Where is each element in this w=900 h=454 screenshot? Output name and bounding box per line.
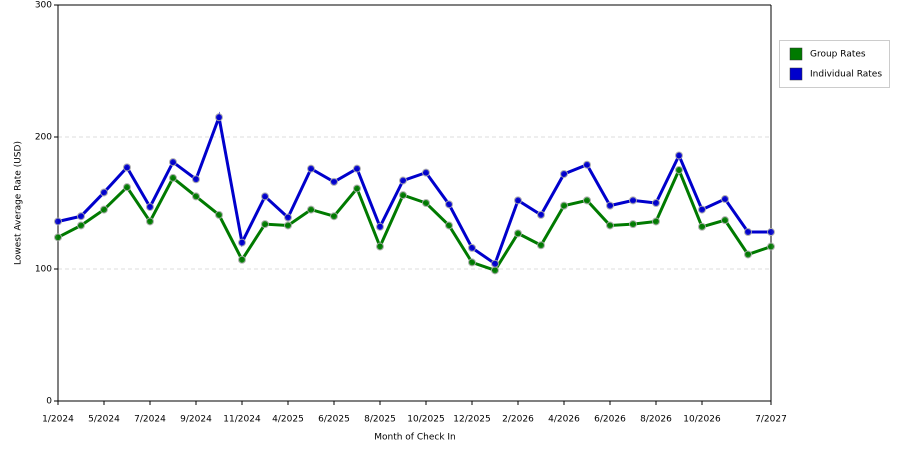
point [583, 196, 591, 205]
x-tick-label: 2/2026 [502, 415, 534, 425]
point [123, 163, 131, 172]
y-tick-label: 0 [46, 397, 52, 407]
point [606, 201, 614, 210]
point [192, 192, 200, 201]
point [698, 205, 706, 214]
x-tick-label: 6/2025 [318, 415, 350, 425]
point [422, 199, 430, 207]
x-tick-label: 8/2026 [640, 415, 672, 425]
point [514, 229, 522, 238]
point [468, 258, 476, 267]
point [238, 255, 246, 264]
point [54, 233, 62, 242]
x-tick-label: 12/2025 [453, 415, 490, 425]
point [491, 266, 499, 275]
x-tick-label: 4/2025 [272, 415, 304, 425]
point [330, 177, 338, 186]
point [537, 241, 545, 250]
legend-swatch [789, 67, 803, 81]
x-tick-label: 1/2024 [42, 415, 74, 425]
x-tick-label: 11/2024 [223, 415, 261, 425]
point [606, 221, 614, 230]
point [445, 221, 453, 230]
point [399, 176, 407, 185]
point [560, 201, 568, 210]
point [445, 200, 453, 209]
y-tick-label: 200 [35, 133, 52, 143]
point [468, 243, 476, 252]
point [721, 216, 729, 225]
point [514, 196, 522, 205]
legend-label: Group Rates [810, 50, 866, 60]
point [123, 183, 131, 192]
point [698, 222, 706, 231]
point [77, 221, 85, 230]
x-tick-label: 7/2024 [134, 415, 166, 425]
point [652, 217, 660, 226]
point [629, 196, 637, 205]
point [422, 168, 430, 177]
point [675, 151, 683, 160]
point [77, 212, 85, 221]
legend-swatch [789, 47, 803, 61]
point [307, 205, 315, 214]
point [744, 228, 752, 237]
point [100, 205, 108, 214]
point [767, 228, 775, 237]
point [54, 217, 62, 226]
x-tick-label: 10/2025 [407, 415, 444, 425]
point [330, 212, 338, 221]
point [215, 113, 223, 122]
y-axis-label: Lowest Average Rate (USD) [14, 141, 24, 265]
x-tick-label: 4/2026 [548, 415, 580, 425]
point [284, 213, 292, 222]
x-tick-label: 5/2024 [88, 415, 120, 425]
point [307, 164, 315, 173]
point [169, 173, 177, 182]
point [192, 175, 200, 184]
y-tick-label: 300 [35, 1, 52, 11]
legend-label: Individual Rates [810, 70, 882, 80]
point [629, 220, 637, 229]
x-axis-label: Month of Check In [374, 433, 456, 443]
x-tick-label: 10/2026 [683, 415, 721, 425]
point [353, 184, 361, 193]
point [169, 158, 177, 167]
point [146, 217, 154, 226]
x-tick-label: 7/2027 [755, 415, 787, 425]
point [675, 166, 683, 174]
point [261, 220, 269, 229]
point [146, 202, 154, 211]
point [261, 192, 269, 201]
point [376, 222, 384, 231]
point [399, 191, 407, 200]
point [215, 210, 223, 219]
point [583, 160, 591, 169]
point [376, 242, 384, 251]
point [560, 169, 568, 178]
x-tick-label: 6/2026 [594, 415, 626, 425]
point [767, 242, 775, 251]
point [284, 221, 292, 230]
y-tick-label: 100 [35, 265, 52, 275]
point [100, 188, 108, 197]
point [491, 259, 499, 268]
point [537, 210, 545, 219]
point [353, 164, 361, 173]
x-tick-label: 8/2025 [364, 415, 396, 425]
point [652, 199, 660, 207]
point [238, 238, 246, 247]
x-tick-label: 9/2024 [180, 415, 212, 425]
legend [779, 40, 890, 88]
point [721, 195, 729, 204]
point [744, 250, 752, 259]
